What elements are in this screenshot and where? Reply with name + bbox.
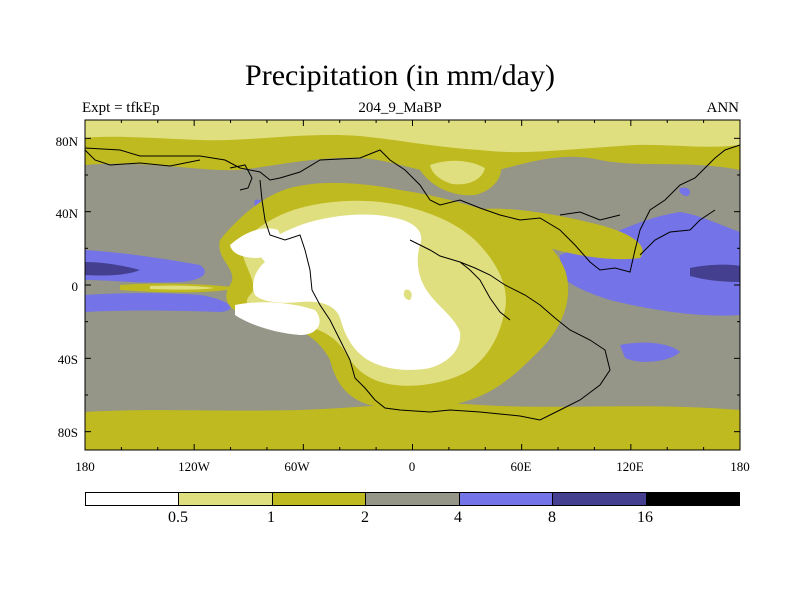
lon-tick-label: 120E: [616, 459, 644, 474]
continent-white-dry: [253, 214, 461, 370]
colorbar-swatch: [86, 493, 180, 505]
small-blue-3: [679, 187, 690, 196]
coastline-outline: [84, 144, 741, 421]
lon-tick-label: 180: [75, 459, 95, 474]
colorbar-swatch: [272, 493, 367, 505]
small-light-1: [403, 289, 412, 300]
time-period-label: 204_9_MaBP: [358, 100, 442, 116]
south-white-lobe: [235, 302, 320, 335]
lon-tick-label: 0: [408, 459, 416, 474]
east-yellow-strip: [470, 208, 643, 260]
lat-tick-label: 40N: [55, 206, 78, 221]
colorbar: [85, 492, 740, 506]
colorbar-swatch: [366, 493, 460, 505]
experiment-label: Expt = tfkEp: [82, 100, 160, 116]
lat-tick-label: 80S: [57, 425, 78, 440]
season-label: ANN: [706, 100, 740, 116]
lat-tick-label: 0: [71, 279, 79, 294]
south-polar-band: [85, 403, 740, 450]
lon-tick-label: 120W: [178, 459, 210, 474]
pacific-light-tongue: [150, 285, 215, 290]
eastern-dark-core: [690, 264, 740, 282]
west-wet-lobe: [230, 228, 281, 258]
lon-tick-label: 60W: [284, 459, 310, 474]
north-light-patch: [430, 160, 485, 185]
north-polar-light: [85, 120, 740, 153]
pacific-itcz-south: [85, 293, 231, 312]
colorbar-swatch: [646, 493, 739, 505]
south-east-blob: [620, 342, 680, 362]
colorbar-swatch: [553, 493, 647, 505]
colorbar-label: 16: [637, 509, 653, 526]
colorbar-label: 8: [548, 509, 556, 526]
colorbar-label: 4: [454, 509, 462, 526]
colorbar-label: 0.5: [168, 509, 188, 526]
lon-tick-label: 180: [730, 459, 750, 474]
pacific-dark-core: [85, 262, 140, 276]
colorbar-label: 1: [267, 509, 275, 526]
lon-tick-label: 60E: [510, 459, 532, 474]
colorbar-swatch: [459, 493, 554, 505]
lat-tick-label: 40S: [57, 352, 78, 367]
colorbar-label: 2: [361, 509, 369, 526]
map-title: Precipitation (in mm/day): [245, 59, 555, 92]
lat-tick-label: 80N: [55, 134, 78, 149]
colorbar-swatch: [179, 493, 273, 505]
